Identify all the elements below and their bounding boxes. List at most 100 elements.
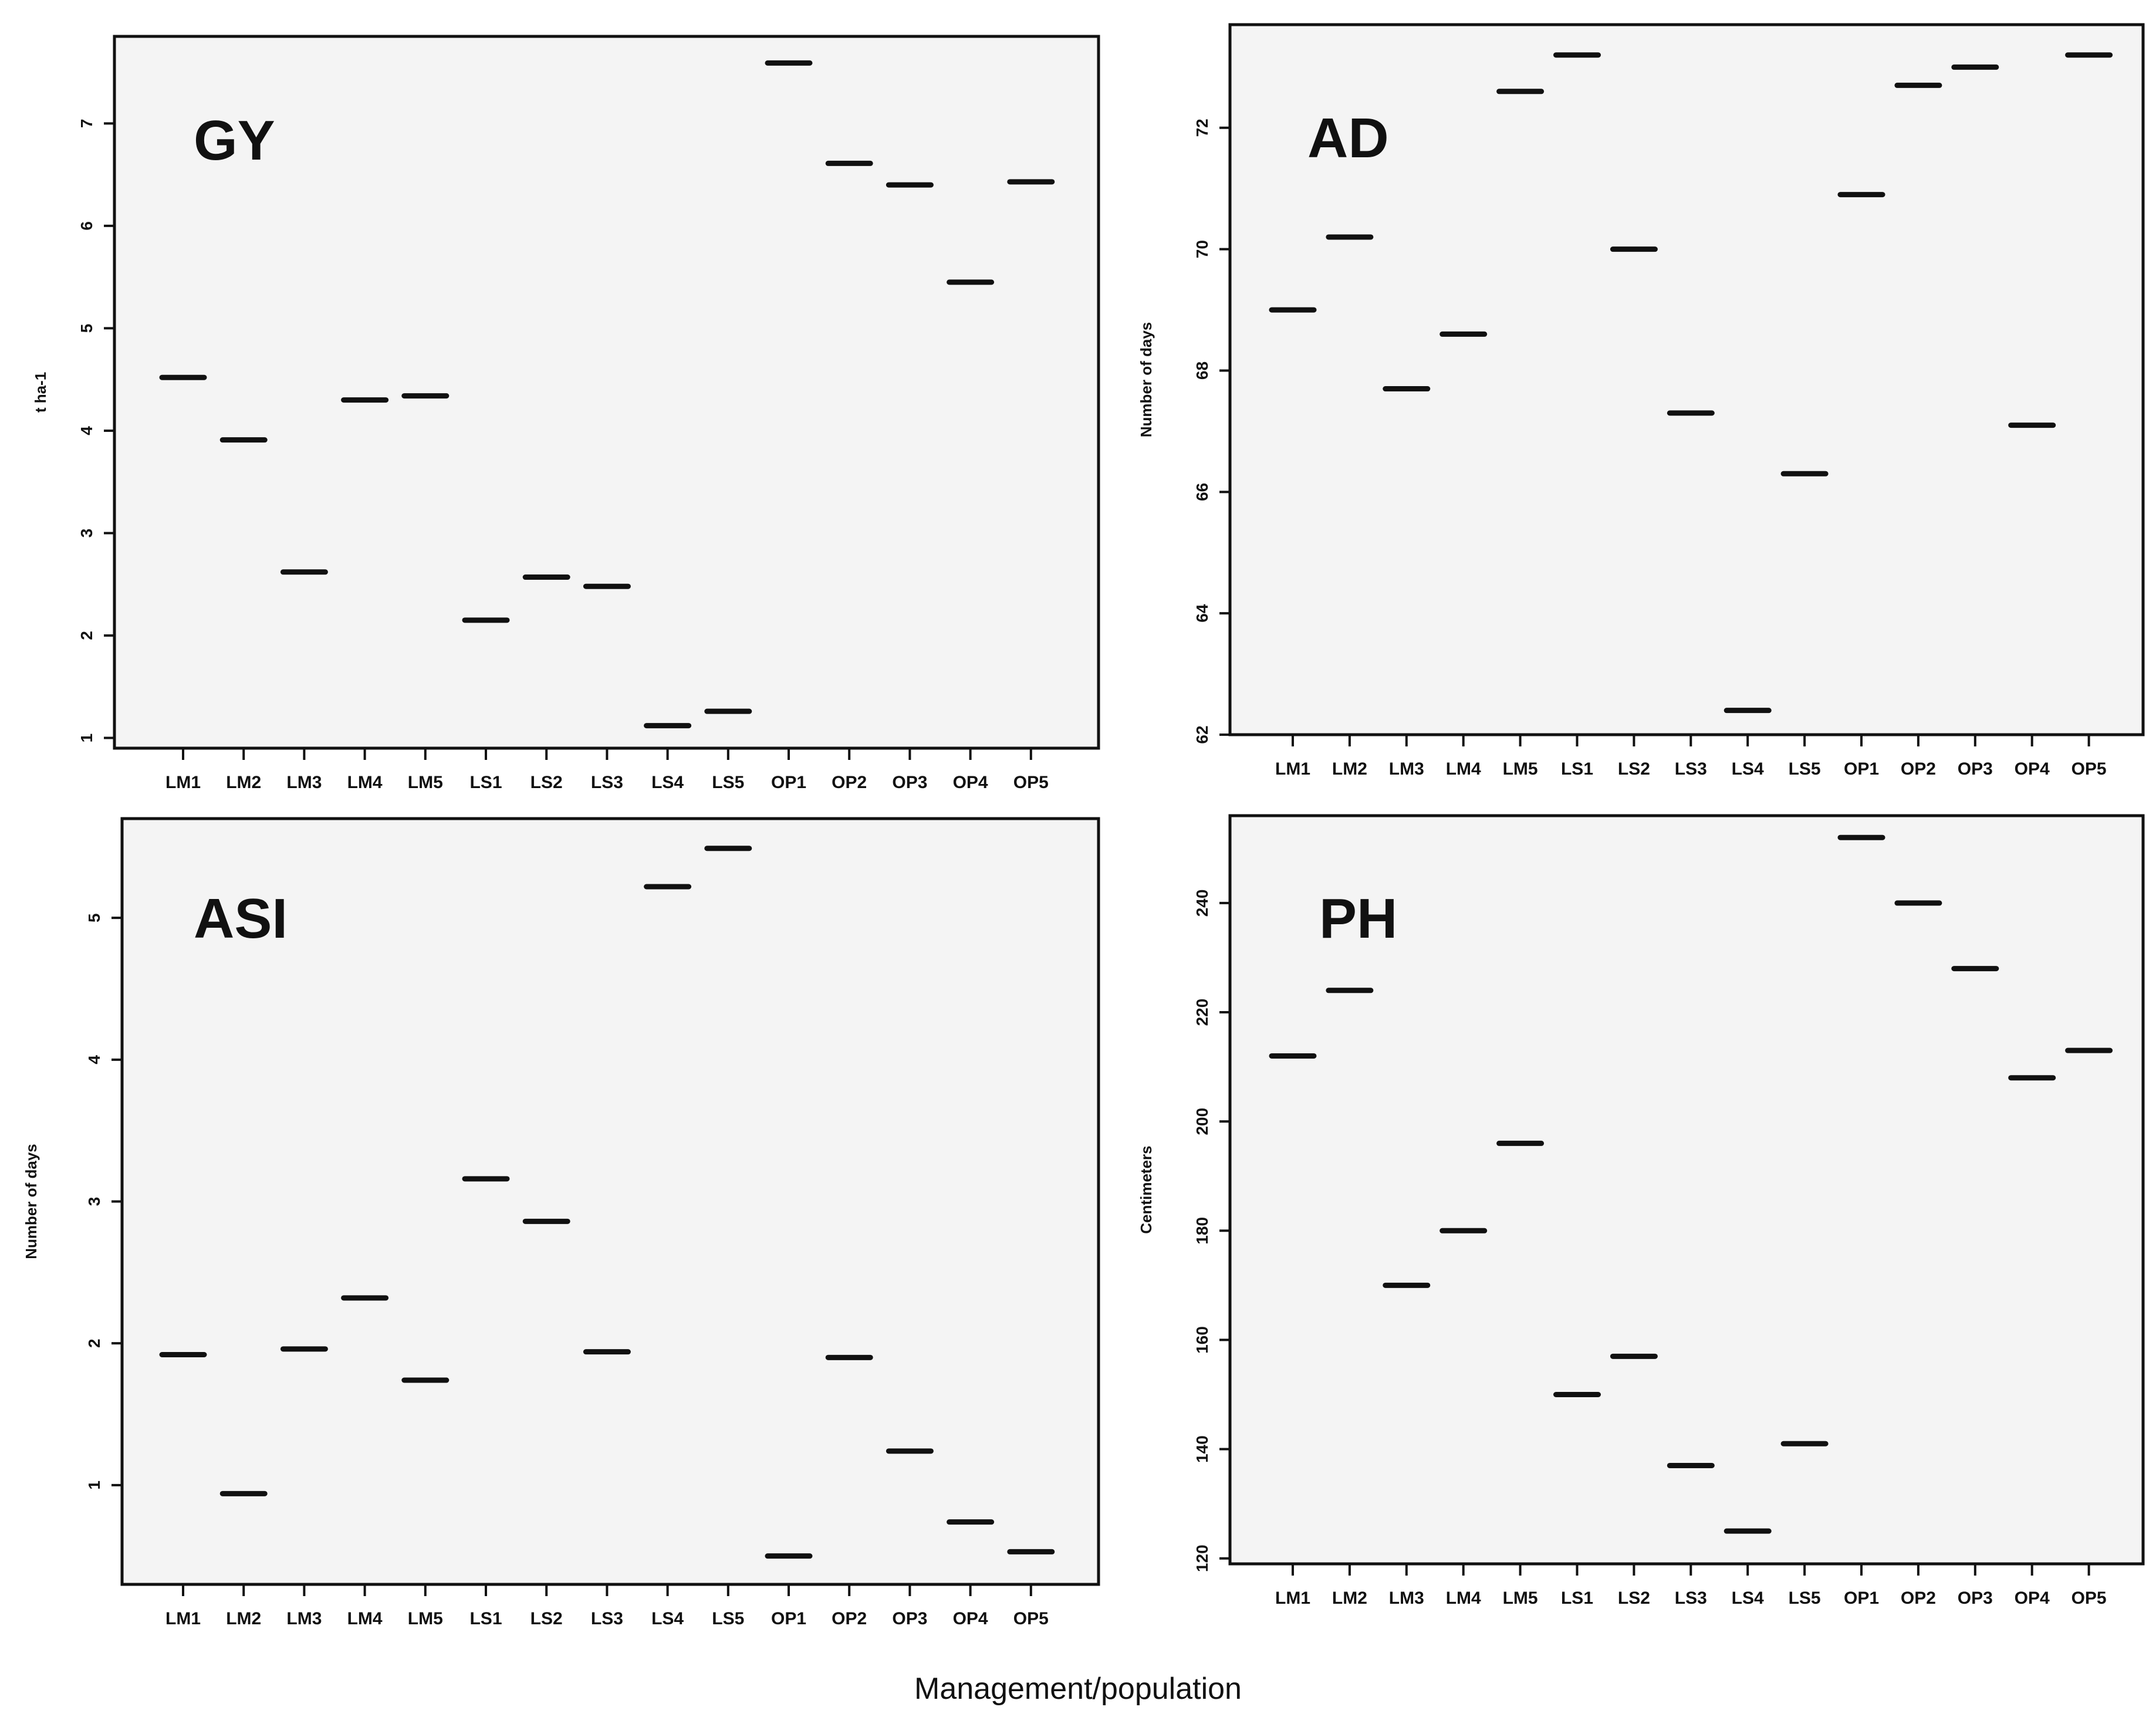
x-tick-label: LM1 (1275, 1588, 1310, 1608)
x-tick-label: LS5 (1789, 759, 1821, 779)
x-tick-label: LS1 (469, 773, 502, 792)
x-tick-label: LS5 (712, 773, 744, 792)
y-tick-label: 5 (77, 324, 96, 333)
x-tick-label: OP1 (771, 773, 806, 792)
y-tick-label: 3 (85, 1197, 103, 1206)
x-tick-label: OP2 (832, 773, 867, 792)
y-tick-label: 140 (1193, 1435, 1211, 1463)
x-tick-label: LM2 (1332, 1588, 1367, 1608)
panel-ad: 62 64 66 68 70 72 Number of days AD LM1 LM2 LM3 LM4… (1137, 23, 2145, 779)
x-tick-label: OP3 (1958, 759, 1993, 779)
x-tick-label: LS5 (1789, 1588, 1821, 1608)
x-tick-label: OP5 (2071, 1588, 2107, 1608)
y-axis-label: Number of days (22, 1144, 40, 1259)
x-tick-label: LS4 (651, 1609, 684, 1628)
x-tick-label: LM3 (1389, 759, 1424, 779)
y-tick-label: 2 (77, 631, 96, 640)
x-tick-label: LS3 (591, 1609, 623, 1628)
y-tick-label: 66 (1193, 483, 1211, 501)
panel-title: ASI (194, 887, 288, 950)
x-tick-label: LS3 (1675, 1588, 1707, 1608)
x-tick-label: OP4 (953, 773, 988, 792)
x-tick-label: LM5 (408, 773, 443, 792)
y-tick-label: 120 (1193, 1544, 1211, 1572)
y-axis-label: Centimeters (1137, 1145, 1155, 1233)
y-tick-label: 200 (1193, 1108, 1211, 1135)
x-tick-label: OP3 (1958, 1588, 1993, 1608)
panel-ph: 120 140 160 180 200 220 240 Centimeters PH LM1 LM2… (1137, 814, 2145, 1608)
panel-title: GY (194, 109, 275, 172)
x-tick-label: LM2 (226, 1609, 261, 1628)
panel-frame-asi (120, 817, 1100, 1586)
x-tick-label: LS4 (1732, 759, 1764, 779)
x-tick-label: OP5 (1013, 1609, 1049, 1628)
y-tick-label: 70 (1193, 240, 1211, 258)
x-tick-label: LS4 (1732, 1588, 1764, 1608)
x-tick-label: OP1 (1844, 759, 1879, 779)
y-tick-label: 240 (1193, 890, 1211, 917)
x-tick-label: OP2 (1901, 1588, 1936, 1608)
y-tick-label: 5 (85, 913, 103, 922)
x-tick-label: LS1 (469, 1609, 502, 1628)
x-tick-label: OP4 (2015, 759, 2050, 779)
panel-frame-ph (1228, 814, 2145, 1566)
x-tick-label: LM3 (286, 773, 322, 792)
x-tick-label: LM4 (347, 773, 383, 792)
panel-title: AD (1307, 107, 1389, 170)
x-tick-label: OP4 (953, 1609, 988, 1628)
panels-container: 1 2 3 4 5 6 7 t ha-1 GY LM1 LM2 LM3 LM4 LM5 LS1 LS2 LS3 L… (22, 23, 2145, 1628)
panel-frame-ad (1228, 23, 2145, 736)
y-tick-label: 7 (77, 119, 96, 129)
y-tick-label: 1 (85, 1481, 103, 1490)
y-tick-label: 4 (77, 426, 96, 435)
x-tick-label: LS1 (1561, 1588, 1593, 1608)
y-tick-label: 180 (1193, 1217, 1211, 1245)
panel-title: PH (1319, 887, 1397, 950)
x-tick-label: LS4 (651, 773, 684, 792)
panel-gy: 1 2 3 4 5 6 7 t ha-1 GY LM1 LM2 LM3 LM4 LM5 LS1 LS2 LS3 L… (32, 35, 1100, 792)
x-tick-label: LM1 (165, 1609, 201, 1628)
x-tick-label: LS1 (1561, 759, 1593, 779)
x-tick-label: OP3 (892, 1609, 927, 1628)
x-tick-label: LM3 (286, 1609, 322, 1628)
x-tick-label: LM1 (1275, 759, 1310, 779)
x-tick-label: LS2 (1618, 759, 1650, 779)
x-tick-label: LM3 (1389, 1588, 1424, 1608)
y-tick-label: 6 (77, 221, 96, 231)
x-tick-label: LM4 (1446, 759, 1481, 779)
x-tick-label: OP1 (1844, 1588, 1879, 1608)
x-tick-label: LM5 (408, 1609, 443, 1628)
x-tick-label: LM2 (1332, 759, 1367, 779)
x-tick-label: OP2 (832, 1609, 867, 1628)
x-tick-label: OP1 (771, 1609, 806, 1628)
y-tick-label: 1 (77, 734, 96, 743)
y-tick-label: 68 (1193, 361, 1211, 380)
y-tick-label: 4 (85, 1055, 103, 1064)
x-tick-label: OP5 (1013, 773, 1049, 792)
x-tick-label: LM4 (1446, 1588, 1481, 1608)
x-tick-label: LM1 (165, 773, 201, 792)
y-axis-label: Number of days (1137, 322, 1155, 438)
x-tick-label: OP3 (892, 773, 927, 792)
x-tick-label: LS3 (1675, 759, 1707, 779)
y-tick-label: 72 (1193, 119, 1211, 137)
x-tick-label: LM5 (1503, 1588, 1538, 1608)
y-tick-label: 3 (77, 529, 96, 538)
y-tick-label: 160 (1193, 1326, 1211, 1354)
x-tick-label: OP2 (1901, 759, 1936, 779)
x-tick-label: LS2 (1618, 1588, 1650, 1608)
x-tick-label: LS5 (712, 1609, 744, 1628)
y-tick-label: 62 (1193, 725, 1211, 743)
x-axis-title: Management/population (914, 1672, 1242, 1706)
x-tick-label: LM4 (347, 1609, 383, 1628)
x-tick-label: LS2 (530, 1609, 563, 1628)
x-tick-label: LM5 (1503, 759, 1538, 779)
x-tick-label: LS3 (591, 773, 623, 792)
panel-frame-gy (113, 35, 1100, 750)
y-axis-label: t ha-1 (32, 372, 49, 413)
panel-asi: 1 2 3 4 5 Number of days ASI LM1 LM2 LM3 LM4 LM5 LS1… (22, 817, 1100, 1628)
x-tick-label: LS2 (530, 773, 563, 792)
x-tick-label: LM2 (226, 773, 261, 792)
y-tick-label: 2 (85, 1339, 103, 1348)
